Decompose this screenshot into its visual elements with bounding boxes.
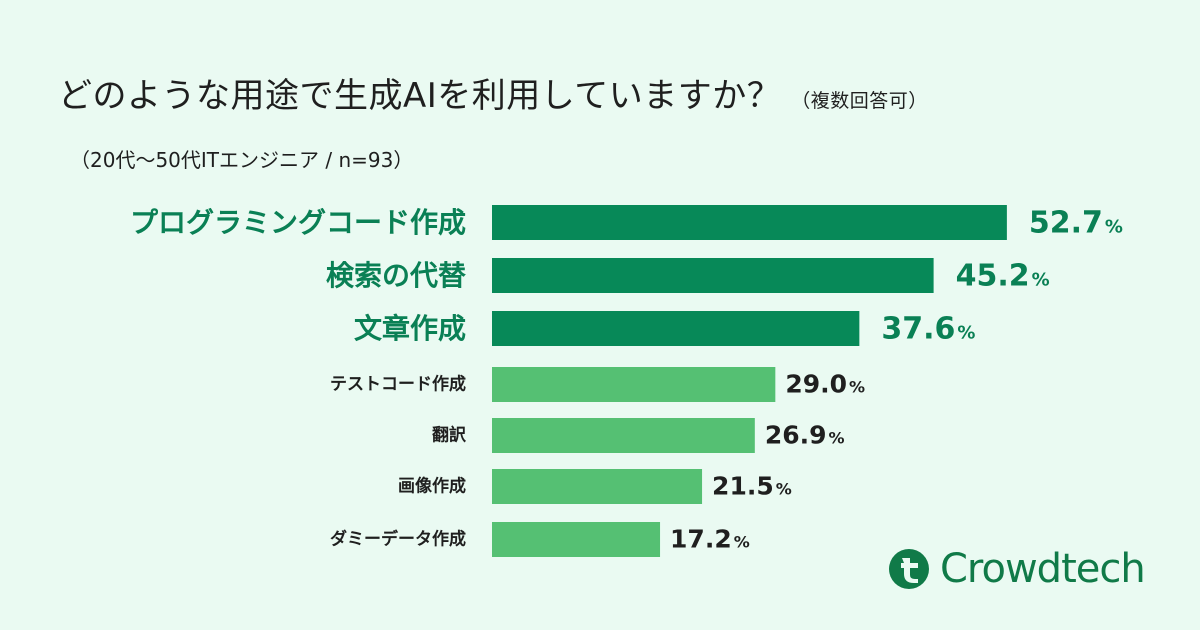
value-unit-5: % [829, 429, 845, 448]
category-label-7: ダミーデータ作成 [330, 529, 466, 550]
value-unit-3: % [957, 323, 975, 344]
crowdtech-wordmark: Crowdtech [940, 546, 1146, 592]
value-unit-4: % [849, 378, 865, 397]
value-number-4: 29.0 [785, 370, 847, 399]
value-number-2: 45.2 [956, 259, 1030, 294]
value-number-6: 21.5 [712, 472, 774, 501]
chart-title-note: （複数回答可） [791, 90, 928, 112]
value-number-7: 17.2 [670, 525, 732, 554]
bar-1 [492, 205, 1007, 240]
value-number-1: 52.7 [1029, 206, 1103, 241]
category-label-5: 翻訳 [432, 425, 467, 446]
crowdtech-t-logo-icon [889, 549, 929, 589]
chart-title-text: どのような用途で生成AIを利用していますか？ [58, 76, 782, 116]
bar-2 [492, 258, 934, 293]
bar-7 [492, 522, 661, 557]
chart-subtitle: （20代〜50代ITエンジニア / n=93） [70, 148, 414, 172]
value-label-7: 17.2% [670, 525, 750, 554]
value-label-2: 45.2% [956, 259, 1050, 294]
bar-5 [492, 418, 755, 453]
bar-3 [492, 311, 860, 346]
value-unit-7: % [734, 533, 750, 552]
value-number-3: 37.6 [881, 312, 955, 347]
bar-6 [492, 469, 703, 504]
value-unit-2: % [1032, 270, 1050, 291]
category-label-6: 画像作成 [398, 476, 466, 497]
category-label-3: 文章作成 [354, 312, 466, 345]
value-label-4: 29.0% [785, 370, 865, 399]
value-number-5: 26.9 [765, 421, 827, 450]
crowdtech-logo: Crowdtech [888, 546, 1146, 592]
category-label-4: テストコード作成 [330, 374, 466, 395]
value-label-6: 21.5% [712, 472, 792, 501]
value-label-3: 37.6% [881, 312, 975, 347]
category-label-1: プログラミングコード作成 [130, 206, 466, 239]
bar-4 [492, 367, 776, 402]
value-label-5: 26.9% [765, 421, 845, 450]
chart-title: どのような用途で生成AIを利用していますか？ （複数回答可） [58, 68, 928, 117]
category-label-2: 検索の代替 [326, 259, 466, 292]
value-label-1: 52.7% [1029, 206, 1123, 241]
value-unit-6: % [776, 480, 792, 499]
value-unit-1: % [1105, 217, 1123, 238]
